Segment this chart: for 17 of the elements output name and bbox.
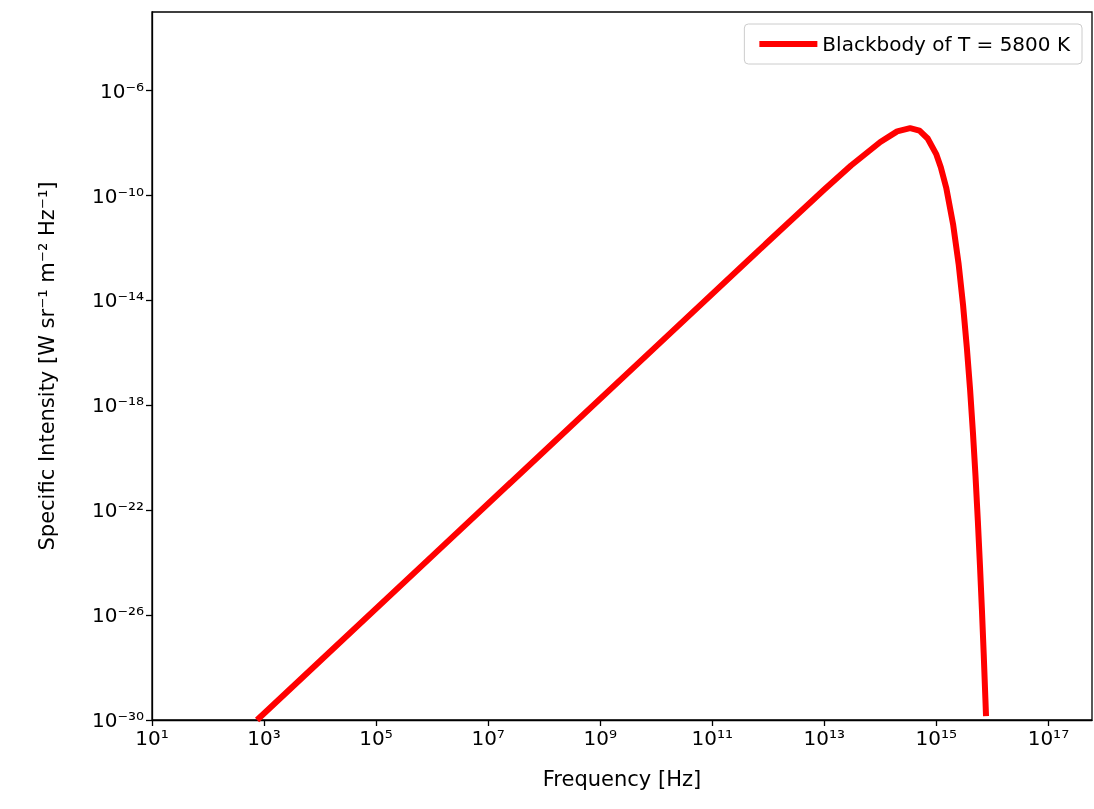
y-tick-label: 10⁻¹⁴	[91, 288, 144, 313]
x-tick-label: 10¹³	[803, 726, 846, 750]
y-tick-label: 10⁻¹⁰	[91, 183, 144, 208]
x-tick-label: 10⁹	[583, 726, 617, 750]
y-tick-label: 10⁻¹⁸	[91, 393, 144, 418]
x-tick-label: 10¹⁵	[915, 726, 958, 750]
legend-label: Blackbody of T = 5800 K	[822, 32, 1071, 56]
x-axis-title: Frequency [Hz]	[542, 766, 702, 791]
y-tick-label: 10⁻⁶	[99, 78, 144, 103]
y-tick-label: 10⁻²²	[91, 498, 144, 523]
y-axis-title: Specific Intensity [W sr⁻¹ m⁻² Hz⁻¹]	[34, 181, 59, 551]
y-tick-label: 10⁻²⁶	[91, 603, 144, 628]
x-tick-label: 10¹¹	[691, 726, 733, 750]
x-tick-label: 10⁵	[359, 726, 393, 750]
x-tick-label: 10³	[247, 726, 281, 750]
x-tick-label: 10¹⁷	[1027, 726, 1070, 750]
x-tick-label: 10⁷	[471, 726, 505, 750]
